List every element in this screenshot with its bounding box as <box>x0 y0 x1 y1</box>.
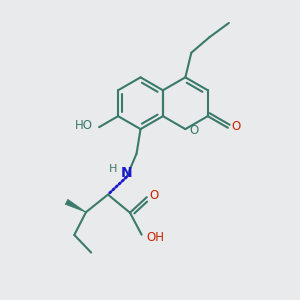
Polygon shape <box>65 200 86 212</box>
Text: N: N <box>121 166 132 180</box>
Text: H: H <box>109 164 117 174</box>
Text: O: O <box>149 189 158 202</box>
Text: HO: HO <box>75 119 93 132</box>
Text: O: O <box>231 120 241 133</box>
Text: OH: OH <box>147 231 165 244</box>
Text: O: O <box>190 124 199 136</box>
